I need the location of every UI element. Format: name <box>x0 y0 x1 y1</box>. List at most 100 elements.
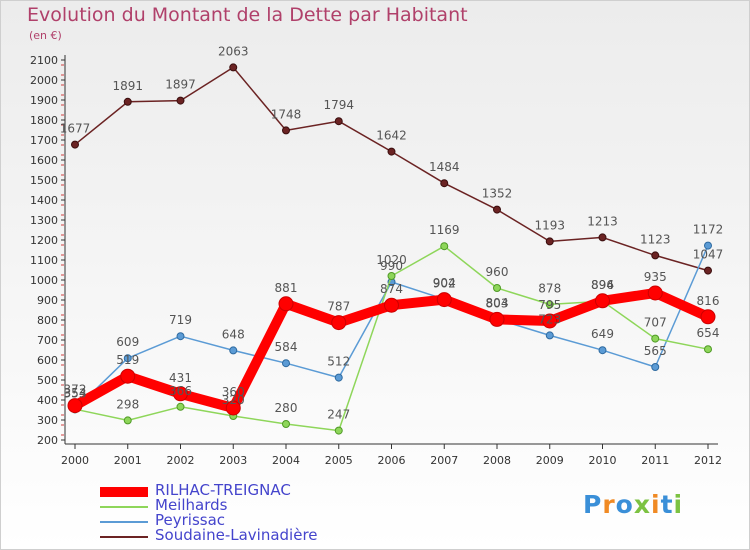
data-label-rilhac-treignac: 372 <box>64 383 87 397</box>
data-label-peyrissac: 990 <box>380 259 403 273</box>
data-point-peyrissac <box>176 332 185 341</box>
x-tick-label: 2008 <box>483 454 511 467</box>
logo-letter: o <box>615 490 634 519</box>
y-tick-label: 1400 <box>30 194 58 207</box>
data-label-meilhards: 878 <box>538 281 561 295</box>
y-tick-label: 800 <box>37 314 58 327</box>
data-label-soudaine-lavinadi-re: 1352 <box>482 187 513 201</box>
data-point-peyrissac <box>282 359 290 368</box>
y-tick-label: 1900 <box>30 94 58 107</box>
y-tick-label: 600 <box>37 354 58 367</box>
data-point-rilhac-treignac <box>647 285 663 301</box>
y-tick-label: 1100 <box>30 254 58 267</box>
x-tick-label: 2001 <box>114 454 142 467</box>
x-tick-label: 2005 <box>325 454 353 467</box>
x-tick-label: 2000 <box>61 454 89 467</box>
data-point-meilhards <box>545 300 554 309</box>
y-tick-label: 1500 <box>30 174 58 187</box>
data-point-meilhards <box>387 272 396 280</box>
y-tick-label: 1200 <box>30 234 58 247</box>
legend-label: Meilhards <box>155 496 228 514</box>
data-label-peyrissac: 512 <box>327 355 350 369</box>
data-label-soudaine-lavinadi-re: 1047 <box>693 248 724 262</box>
data-label-rilhac-treignac: 874 <box>380 282 403 296</box>
data-label-meilhards: 960 <box>486 265 509 279</box>
data-point-soudaine-lavinadi-re <box>598 233 607 242</box>
data-label-rilhac-treignac: 881 <box>275 281 298 295</box>
data-point-rilhac-treignac <box>700 309 716 325</box>
x-tick-label: 2009 <box>536 454 564 467</box>
logo-letter: r <box>602 490 616 519</box>
data-point-meilhards <box>334 426 343 435</box>
y-tick-label: 1600 <box>30 154 58 167</box>
logo-letter: P <box>583 490 603 519</box>
data-point-soudaine-lavinadi-re <box>440 179 449 188</box>
data-point-rilhac-treignac <box>595 293 610 309</box>
data-label-soudaine-lavinadi-re: 2063 <box>218 44 249 58</box>
data-label-meilhards: 707 <box>644 316 667 330</box>
data-label-meilhards: 280 <box>275 401 298 415</box>
data-label-soudaine-lavinadi-re: 1897 <box>165 78 196 92</box>
data-label-peyrissac: 648 <box>222 327 245 341</box>
data-point-peyrissac <box>229 346 238 355</box>
y-tick-label: 1000 <box>30 274 58 287</box>
data-label-peyrissac: 719 <box>169 313 192 327</box>
data-label-soudaine-lavinadi-re: 1123 <box>640 232 671 246</box>
data-point-meilhards <box>440 242 449 251</box>
data-point-soudaine-lavinadi-re <box>651 251 660 260</box>
data-label-meilhards: 894 <box>591 278 614 292</box>
data-label-rilhac-treignac: 902 <box>433 277 456 291</box>
data-point-soudaine-lavinadi-re <box>704 266 712 275</box>
legend-label: Soudaine-Lavinadière <box>155 526 318 544</box>
data-label-peyrissac: 353 <box>64 386 87 400</box>
data-label-peyrissac: 649 <box>591 327 614 341</box>
x-tick-label: 2006 <box>378 454 406 467</box>
y-tick-label: 1800 <box>30 114 58 127</box>
chart-unit-label: (en €) <box>29 29 62 42</box>
data-point-rilhac-treignac <box>384 297 399 313</box>
data-label-soudaine-lavinadi-re: 1213 <box>587 214 618 228</box>
data-label-rilhac-treignac: 431 <box>169 371 192 385</box>
data-point-rilhac-treignac <box>173 386 188 402</box>
legend-swatch <box>100 536 148 538</box>
data-point-meilhards <box>651 334 660 343</box>
x-tick-label: 2003 <box>219 454 247 467</box>
data-label-soudaine-lavinadi-re: 1677 <box>60 122 91 136</box>
data-label-meilhards: 320 <box>222 393 245 407</box>
x-tick-label: 2004 <box>272 454 300 467</box>
data-point-peyrissac <box>123 354 132 363</box>
data-point-soudaine-lavinadi-re <box>176 96 185 105</box>
data-label-rilhac-treignac: 787 <box>327 300 350 314</box>
data-point-meilhards <box>176 402 185 411</box>
x-tick-label: 2011 <box>641 454 669 467</box>
y-tick-label: 200 <box>37 434 58 447</box>
y-tick-label: 1300 <box>30 214 58 227</box>
chart-title: Evolution du Montant de la Dette par Hab… <box>27 4 468 26</box>
data-point-soudaine-lavinadi-re <box>334 117 343 126</box>
data-point-soudaine-lavinadi-re <box>545 237 554 246</box>
y-tick-label: 500 <box>37 374 58 387</box>
data-point-peyrissac <box>704 241 712 250</box>
data-label-meilhards: 654 <box>697 326 720 340</box>
data-point-rilhac-treignac <box>436 292 452 308</box>
data-label-rilhac-treignac: 360 <box>222 385 245 399</box>
x-tick-label: 2002 <box>167 454 195 467</box>
data-label-meilhards: 1020 <box>376 253 407 267</box>
data-point-rilhac-treignac <box>67 398 83 414</box>
data-point-rilhac-treignac <box>120 368 136 384</box>
data-label-rilhac-treignac: 816 <box>697 294 720 308</box>
x-tick-label: 2010 <box>589 454 617 467</box>
data-point-meilhards <box>123 416 132 425</box>
data-label-peyrissac: 1172 <box>693 223 724 237</box>
data-label-soudaine-lavinadi-re: 1794 <box>323 98 354 112</box>
y-tick-label: 700 <box>37 334 58 347</box>
data-label-rilhac-treignac: 803 <box>486 296 509 310</box>
series-line-soudaine-lavinadi-re <box>74 66 709 272</box>
x-tick-label: 2012 <box>694 454 722 467</box>
data-point-peyrissac <box>334 373 343 382</box>
logo-letter: t <box>660 490 674 519</box>
data-label-peyrissac: 723 <box>538 312 561 326</box>
proxiti-logo: Proxiti <box>583 490 683 519</box>
data-label-soudaine-lavinadi-re: 1193 <box>534 218 565 232</box>
